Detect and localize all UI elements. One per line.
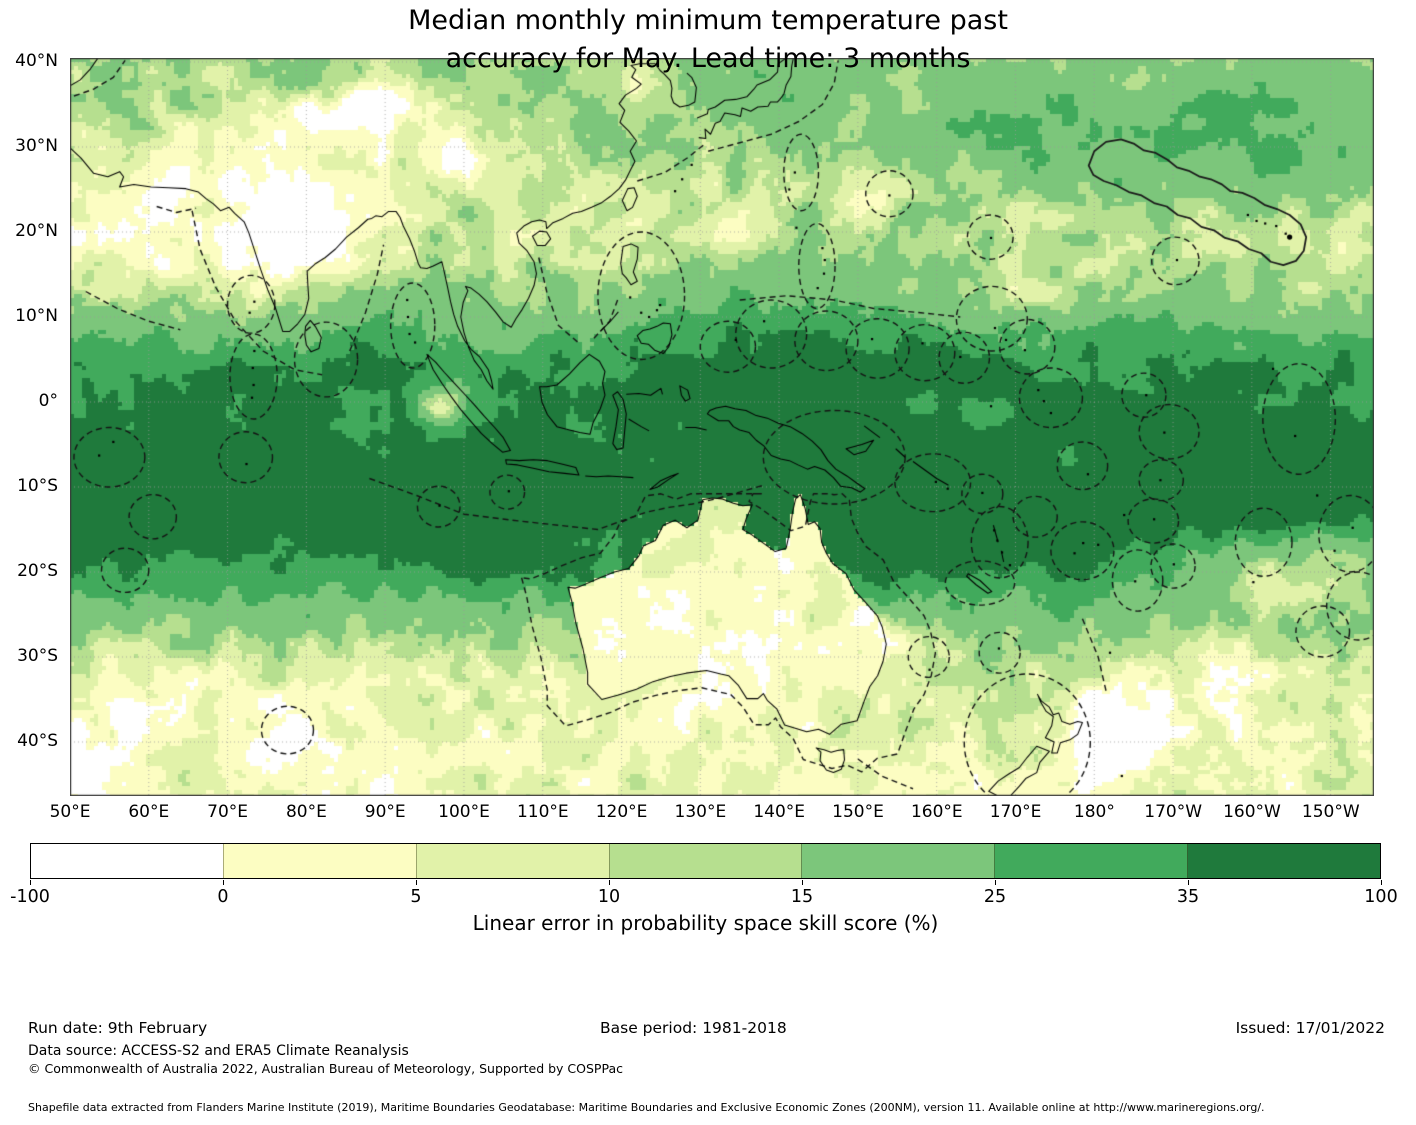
- colorbar-tick-label: -100: [10, 887, 50, 907]
- x-tick-label: 140°E: [753, 802, 806, 822]
- x-tick-label: 170°E: [989, 802, 1042, 822]
- colorbar-segment: [801, 844, 995, 878]
- footer-run-date: Run date: 9th February: [28, 1019, 208, 1037]
- x-tick-label: 80°E: [285, 802, 327, 822]
- colorbar-segment: [608, 844, 802, 878]
- y-tick-label: 40°S: [17, 731, 58, 751]
- x-tick-label: 60°E: [128, 802, 170, 822]
- x-tick-label: 50°E: [49, 802, 91, 822]
- y-tick-label: 0°: [38, 391, 58, 411]
- colorbar-tick-label: 10: [597, 887, 621, 907]
- footer-base-period: Base period: 1981-2018: [600, 1019, 787, 1037]
- colorbar-tick: [609, 880, 610, 885]
- colorbar-segment: [1187, 844, 1381, 878]
- x-tick-label: 150°E: [832, 802, 884, 822]
- x-tick-label: 70°E: [207, 802, 249, 822]
- footer-issued: Issued: 17/01/2022: [1235, 1019, 1385, 1037]
- colorbar-tick-label: 5: [410, 887, 422, 907]
- y-tick-label: 20°N: [15, 221, 58, 241]
- colorbar-tick-label: 0: [217, 887, 229, 907]
- colorbar-tick: [30, 880, 31, 885]
- colorbar-tick: [1381, 880, 1382, 885]
- x-tick-label: 150°W: [1301, 802, 1360, 822]
- y-tick-label: 10°S: [17, 476, 58, 496]
- colorbar-tick: [1188, 880, 1189, 885]
- colorbar-tick-label: 25: [983, 887, 1007, 907]
- colorbar-tick: [416, 880, 417, 885]
- x-tick-label: 170°W: [1144, 802, 1203, 822]
- x-tick-label: 130°E: [674, 802, 727, 822]
- x-tick-label: 180°: [1073, 802, 1115, 822]
- title-line-1: Median monthly minimum temperature past: [408, 5, 1008, 36]
- colorbar-tick: [802, 880, 803, 885]
- colorbar-label: Linear error in probability space skill …: [472, 911, 939, 935]
- colorbar: [30, 843, 1381, 879]
- map-canvas: [70, 58, 1374, 796]
- x-tick-label: 160°W: [1223, 802, 1281, 822]
- y-tick-label: 40°N: [15, 51, 58, 71]
- colorbar-tick-label: 100: [1364, 887, 1398, 907]
- colorbar-segment: [31, 844, 223, 878]
- x-tick-label: 110°E: [516, 802, 569, 822]
- y-tick-label: 10°N: [15, 306, 58, 326]
- x-tick-label: 120°E: [595, 802, 648, 822]
- y-tick-label: 30°N: [15, 136, 58, 156]
- colorbar-tick: [223, 880, 224, 885]
- x-tick-label: 100°E: [438, 802, 490, 822]
- colorbar-segment: [994, 844, 1188, 878]
- footer-data-source: Data source: ACCESS-S2 and ERA5 Climate …: [28, 1043, 409, 1059]
- colorbar-tick: [995, 880, 996, 885]
- footer-shapefile-note: Shapefile data extracted from Flanders M…: [28, 1101, 1265, 1114]
- y-tick-label: 20°S: [17, 561, 58, 581]
- colorbar-segment: [415, 844, 609, 878]
- x-tick-label: 90°E: [364, 802, 406, 822]
- colorbar-segment: [222, 844, 416, 878]
- colorbar-tick-label: 15: [790, 887, 814, 907]
- x-tick-label: 160°E: [910, 802, 963, 822]
- colorbar-tick-label: 35: [1176, 887, 1200, 907]
- footer-copyright: © Commonwealth of Australia 2022, Austra…: [28, 1061, 623, 1076]
- y-tick-label: 30°S: [17, 646, 58, 666]
